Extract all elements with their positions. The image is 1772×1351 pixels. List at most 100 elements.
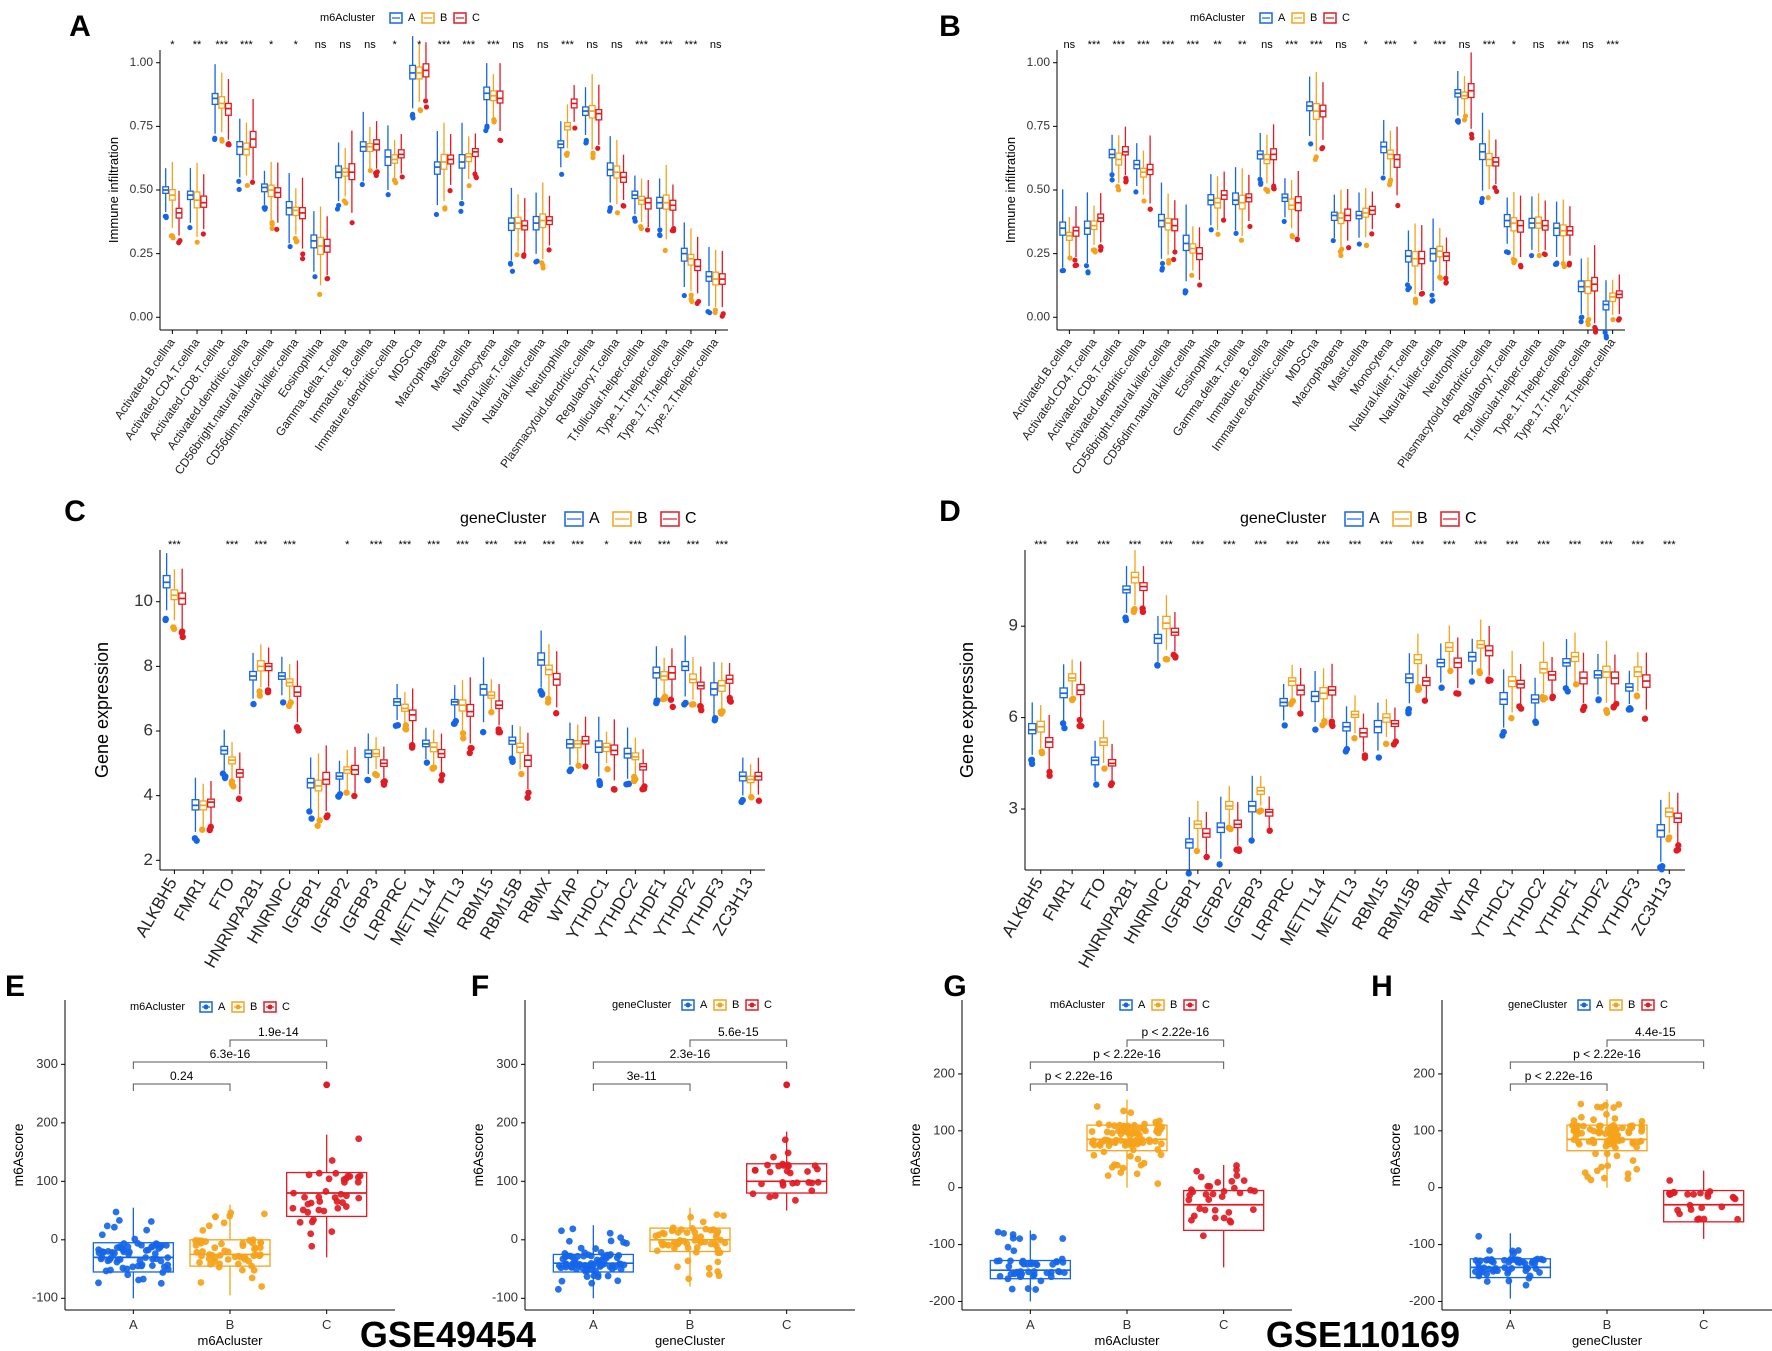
legend: m6Acluster A B C: [130, 1001, 290, 1013]
score-point: [1030, 1233, 1037, 1241]
x-tick-label: B: [226, 1317, 235, 1332]
y-axis-title: m6Ascore: [10, 1123, 26, 1186]
legend-label-C: C: [764, 999, 772, 1011]
score-point: [614, 1277, 622, 1285]
panel-letter: A: [69, 10, 91, 43]
legend-label-C: C: [685, 510, 697, 527]
score-point: [687, 1213, 695, 1221]
box: [170, 569, 179, 621]
legend-title: geneCluster: [1240, 510, 1327, 527]
y-tick-label: 8: [144, 656, 153, 675]
significance-label: ***: [215, 39, 229, 51]
legend-label-A: A: [408, 12, 416, 24]
comparison-bracket: 2.3e-16: [592, 1047, 788, 1069]
box: [680, 222, 688, 287]
significance-label: ***: [254, 539, 268, 551]
box: [200, 174, 208, 230]
box: [487, 679, 496, 711]
outlier-point: [607, 205, 613, 211]
comparison-bracket: p < 2.22e-16: [1509, 1047, 1705, 1069]
box: [1337, 189, 1345, 247]
outlier-point: [163, 213, 169, 219]
score-point: [655, 1231, 663, 1239]
legend-key-dot-B: [717, 1002, 723, 1008]
outlier-point: [1281, 722, 1288, 729]
score-point: [151, 1250, 159, 1258]
box: [1076, 661, 1085, 718]
outlier-point: [1369, 231, 1375, 237]
score-point: [1127, 1124, 1135, 1131]
box: [738, 757, 747, 796]
score-point: [1059, 1258, 1067, 1266]
outlier-point: [1468, 678, 1476, 685]
box: [348, 130, 356, 213]
score-point: [197, 1279, 205, 1286]
box: [341, 148, 349, 197]
outlier-point: [170, 235, 176, 241]
score-point: [1008, 1285, 1016, 1293]
box: [1245, 174, 1253, 221]
box: [639, 749, 648, 785]
score-point: [1110, 1138, 1118, 1146]
box-body: [680, 247, 688, 262]
box: [178, 568, 187, 629]
box: [696, 666, 705, 705]
group-B: B: [1566, 1099, 1648, 1332]
significance-label: ns: [611, 39, 623, 51]
outlier-point: [222, 773, 229, 780]
significance-label: ns: [1335, 39, 1347, 51]
score-point: [1601, 1101, 1609, 1109]
outlier-point: [1455, 690, 1462, 697]
box: [1185, 817, 1194, 870]
score-point: [712, 1233, 720, 1241]
p-value-label: p < 2.22e-16: [1141, 1025, 1209, 1039]
box: [516, 726, 525, 770]
box: [1436, 643, 1446, 683]
bracket-line: [592, 1083, 691, 1091]
box: [1633, 652, 1643, 692]
box: [186, 167, 194, 223]
score-point: [1233, 1172, 1241, 1179]
box-body: [1072, 226, 1080, 237]
outlier-point: [509, 758, 516, 765]
box: [286, 1134, 368, 1258]
score-point: [1734, 1215, 1742, 1223]
outlier-point: [349, 220, 355, 226]
score-point: [555, 1262, 563, 1269]
outlier-point: [1297, 710, 1304, 717]
outlier-point: [1258, 181, 1264, 187]
outlier-point: [1579, 706, 1587, 714]
score-point: [563, 1252, 571, 1260]
box: [1507, 650, 1517, 713]
score-point: [218, 1240, 225, 1248]
outlier-point: [467, 744, 474, 752]
outlier-point: [1673, 847, 1680, 854]
significance-label: ***: [1384, 39, 1398, 51]
outlier-point: [1666, 834, 1673, 841]
box: [1404, 230, 1412, 283]
box-body: [1499, 691, 1508, 705]
score-point: [1206, 1183, 1214, 1190]
x-tick-label: B: [686, 1317, 695, 1332]
box: [437, 733, 446, 774]
box: [364, 733, 373, 774]
box: [1359, 713, 1368, 752]
legend-key-B: [231, 1001, 245, 1013]
box: [267, 161, 275, 220]
outlier-point: [698, 706, 705, 714]
legend-key-B: [421, 12, 435, 24]
outlier-point: [1455, 119, 1461, 125]
score-point: [356, 1172, 364, 1180]
significance-label: **: [1238, 39, 1247, 51]
box: [532, 192, 540, 254]
box: [1059, 664, 1068, 722]
score-point: [1185, 1196, 1193, 1204]
score-point: [164, 1254, 172, 1262]
p-value-label: 5.6e-15: [718, 1025, 759, 1039]
outlier-point: [199, 826, 206, 833]
score-point: [562, 1263, 570, 1271]
significance-label: ***: [283, 539, 297, 551]
outlier-point: [661, 693, 669, 700]
y-tick-label: 1.00: [130, 55, 154, 69]
score-point: [1127, 1109, 1135, 1117]
